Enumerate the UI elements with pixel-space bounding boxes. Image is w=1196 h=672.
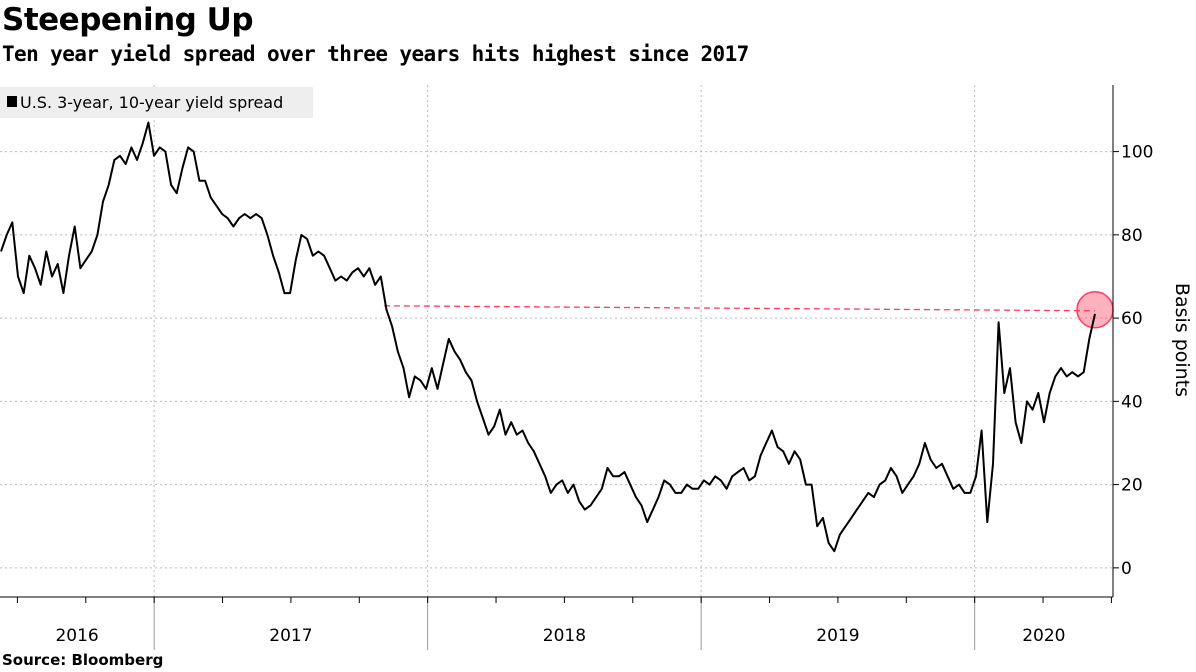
series-line <box>0 121 1096 553</box>
highlight-dashed-line <box>383 305 1096 312</box>
x-tick-label: 2016 <box>55 626 98 646</box>
y-tick-label: 20 <box>1121 476 1143 496</box>
legend-swatch <box>7 96 17 107</box>
source-note: Source: Bloomberg <box>2 651 164 669</box>
x-tick-label: 2017 <box>269 626 312 646</box>
gridlines <box>0 85 1113 597</box>
chart-title: Steepening Up <box>2 2 254 38</box>
y-tick-label: 80 <box>1121 226 1143 246</box>
y-tick-label: 40 <box>1121 392 1143 412</box>
x-tick-label: 2019 <box>816 626 859 646</box>
y-tick-label: 100 <box>1121 143 1153 163</box>
y-tick-label: 0 <box>1121 559 1132 579</box>
y-tick-label: 60 <box>1121 309 1143 329</box>
legend-box <box>0 87 313 118</box>
legend-label: U.S. 3-year, 10-year yield spread <box>20 93 283 112</box>
highlight-circle-marker <box>1076 291 1114 329</box>
x-tick-label: 2018 <box>543 626 586 646</box>
x-tick-label: 2020 <box>1022 626 1065 646</box>
chart-subtitle: Ten year yield spread over three years h… <box>2 42 749 66</box>
y-axis-label: Basis points <box>1171 283 1193 397</box>
